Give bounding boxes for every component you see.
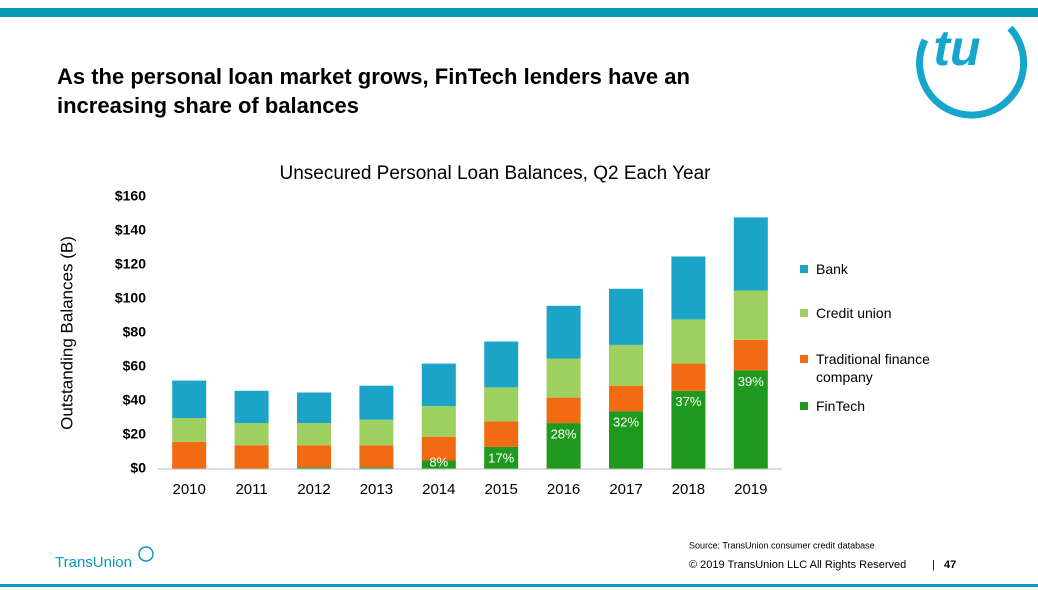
bar-segment <box>733 217 768 291</box>
legend-item: FinTech <box>800 397 956 415</box>
y-tick-label: $40 <box>123 392 147 408</box>
page-number: 47 <box>944 559 956 571</box>
bar-segment <box>733 290 768 340</box>
x-tick-label: 2019 <box>734 481 767 498</box>
bar-segment <box>234 390 269 424</box>
x-tick-label: 2014 <box>422 481 455 498</box>
legend-item: Traditional finance company <box>800 350 956 386</box>
bar-segment <box>733 339 768 371</box>
slide-title: As the personal loan market grows, FinTe… <box>57 64 690 89</box>
bar-segment <box>484 446 519 469</box>
bar-segment <box>234 445 269 469</box>
bar-segment <box>671 363 706 391</box>
bar-segment <box>172 441 207 469</box>
x-tick-label: 2015 <box>485 481 518 498</box>
y-tick-label: $160 <box>115 188 146 204</box>
legend-item: Bank <box>800 260 956 278</box>
bar-segment <box>609 288 643 345</box>
slide-title: increasing share of balances <box>57 93 359 118</box>
x-tick-label: 2018 <box>672 481 705 498</box>
legend-label: Traditional finance company <box>816 351 930 385</box>
bar-segment <box>484 387 519 422</box>
x-tick-label: 2013 <box>360 481 393 498</box>
bottom-bar <box>0 584 1038 587</box>
top-bar <box>0 8 1038 17</box>
x-tick-label: 2016 <box>547 481 580 498</box>
bar-segment <box>733 370 768 469</box>
legend-swatch <box>800 402 808 410</box>
bar-segment <box>609 344 643 386</box>
legend-swatch <box>800 265 808 273</box>
legend-swatch <box>800 355 808 363</box>
y-tick-label: $60 <box>123 358 147 374</box>
bar-segment <box>671 390 706 469</box>
share-label: 8% <box>429 454 448 469</box>
brand: TransUnion <box>55 554 132 571</box>
bar-segment <box>484 341 519 388</box>
y-tick-label: $120 <box>115 256 146 272</box>
legend-label: FinTech <box>816 398 866 414</box>
share-label: 17% <box>488 450 514 465</box>
source: Source: TransUnion consumer credit datab… <box>689 540 875 550</box>
y-tick-label: $140 <box>115 222 146 238</box>
bar-segment <box>297 445 331 468</box>
legend-label: Credit union <box>816 305 892 321</box>
bar-segment <box>421 363 456 407</box>
y-tick-label: $80 <box>123 324 147 340</box>
legend-label: Bank <box>816 261 848 277</box>
bar-segment <box>297 467 331 469</box>
bar-segment <box>234 423 269 446</box>
logo: tu <box>916 20 1028 119</box>
share-label: 39% <box>738 374 764 389</box>
x-tick-label: 2010 <box>173 481 206 498</box>
bar-segment <box>359 385 394 420</box>
share-label: 28% <box>551 427 577 442</box>
y-tick-label: $100 <box>115 290 146 306</box>
brand-icon <box>138 546 154 562</box>
bar-segment <box>421 436 456 461</box>
legend-swatch <box>800 309 808 317</box>
bar-segment <box>297 392 331 424</box>
bar-segment <box>609 411 643 469</box>
y-tick-label: $20 <box>123 426 147 442</box>
bar-segment <box>172 380 207 418</box>
logo-text: tu <box>933 20 980 76</box>
share-label: 37% <box>675 394 701 409</box>
bar-segment <box>671 319 706 364</box>
bar-segment <box>484 421 519 447</box>
copyright: © 2019 TransUnion LLC All Rights Reserve… <box>689 559 906 571</box>
bar-segment <box>671 256 706 320</box>
separator: | <box>932 559 935 571</box>
bar-segment <box>359 419 394 446</box>
bar-segment <box>359 445 394 468</box>
bar-segment <box>546 423 581 469</box>
chart-title: Unsecured Personal Loan Balances, Q2 Eac… <box>280 163 712 184</box>
bar-segment <box>421 406 456 437</box>
share-label: 32% <box>613 415 639 430</box>
x-tick-label: 2011 <box>235 481 267 498</box>
bar-segment <box>546 397 581 424</box>
y-axis-label: Outstanding Balances (B) <box>57 236 76 430</box>
bar-segment <box>609 385 643 412</box>
bar-segment <box>421 460 456 469</box>
bar-segment <box>297 423 331 446</box>
bar-segment <box>546 358 581 398</box>
x-tick-label: 2012 <box>297 481 330 498</box>
legend-item: Credit union <box>800 304 956 322</box>
bar-segment <box>172 418 207 442</box>
bar-segment <box>546 305 581 359</box>
y-tick-label: $0 <box>130 460 146 476</box>
bar-segment <box>359 467 394 469</box>
x-tick-label: 2017 <box>609 481 642 498</box>
